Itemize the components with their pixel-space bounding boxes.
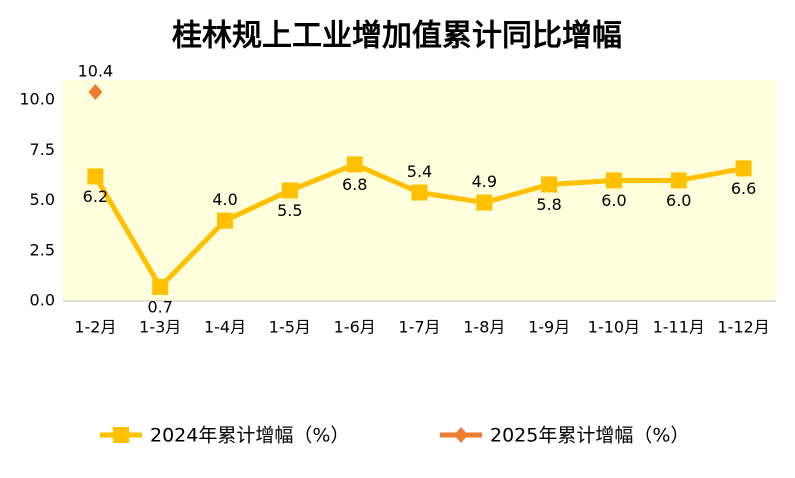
x-tick-label: 1-2月 <box>74 318 116 337</box>
x-tick-label: 1-10月 <box>588 318 640 337</box>
marker <box>476 194 493 211</box>
data-label: 6.0 <box>601 191 626 210</box>
y-tick-label: 10.0 <box>19 90 55 109</box>
data-label: 5.4 <box>407 162 432 181</box>
data-label: 10.4 <box>78 62 114 81</box>
data-label: 0.7 <box>148 297 173 316</box>
data-label: 4.0 <box>212 190 237 209</box>
y-tick-label: 0.0 <box>30 291 55 310</box>
chart-title: 桂林规上工业增加值累计同比增幅 <box>172 19 622 54</box>
marker <box>541 176 558 193</box>
y-tick-label: 2.5 <box>30 240 55 259</box>
data-label: 6.0 <box>666 191 691 210</box>
x-tick-label: 1-12月 <box>717 318 769 337</box>
x-tick-label: 1-11月 <box>653 318 705 337</box>
marker <box>152 278 169 295</box>
x-tick-label: 1-3月 <box>139 318 181 337</box>
marker <box>670 172 687 189</box>
data-label: 5.5 <box>277 201 302 220</box>
data-label: 5.8 <box>536 195 561 214</box>
data-label: 6.6 <box>731 179 756 198</box>
x-tick-label: 1-4月 <box>204 318 246 337</box>
marker <box>735 160 752 177</box>
data-label: 6.2 <box>83 187 108 206</box>
marker <box>346 156 363 173</box>
x-tick-label: 1-7月 <box>398 318 440 337</box>
y-tick-label: 5.0 <box>30 190 55 209</box>
marker <box>281 182 298 199</box>
x-tick-label: 1-9月 <box>528 318 570 337</box>
marker <box>88 84 103 101</box>
data-label: 6.8 <box>342 175 367 194</box>
x-tick-label: 1-5月 <box>269 318 311 337</box>
marker <box>454 427 468 443</box>
marker <box>411 184 428 201</box>
legend-label: 2025年累计增幅（%） <box>490 425 689 447</box>
x-tick-label: 1-6月 <box>334 318 376 337</box>
marker <box>217 212 234 229</box>
marker <box>113 427 129 443</box>
y-tick-label: 7.5 <box>30 140 55 159</box>
legend-label: 2024年累计增幅（%） <box>150 425 349 447</box>
x-tick-label: 1-8月 <box>463 318 505 337</box>
marker <box>87 168 104 185</box>
data-label: 4.9 <box>472 172 497 191</box>
marker <box>605 172 622 189</box>
